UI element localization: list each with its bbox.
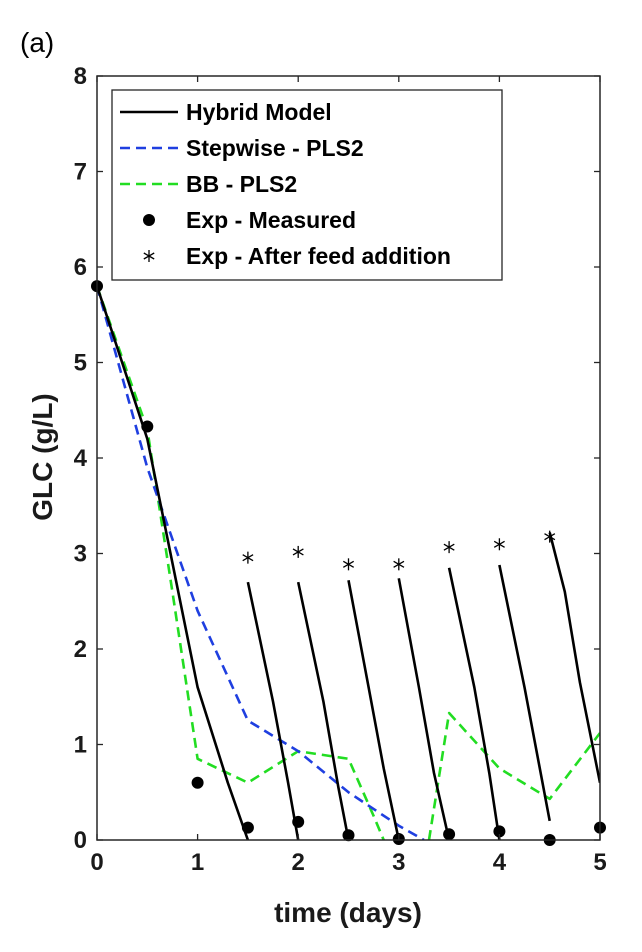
measured-point: [342, 829, 355, 842]
x-tick-label: 3: [392, 849, 405, 876]
legend-item-stepwise-pls2: Stepwise - PLS2: [120, 135, 364, 161]
legend-label: Exp - After feed addition: [186, 243, 451, 269]
series-stepwise-pls2: [97, 285, 425, 840]
y-tick-label: 1: [74, 732, 87, 759]
feed-addition-point: [342, 558, 355, 571]
y-tick-label: 4: [74, 445, 88, 472]
panel-label: (a): [20, 27, 54, 58]
y-tick-label: 0: [74, 827, 87, 854]
series-line-hybrid-model: [347, 579, 401, 840]
measured-point: [191, 776, 204, 789]
x-tick-label: 0: [90, 849, 103, 876]
legend-label: Hybrid Model: [186, 99, 332, 125]
legend-item-bb-pls2: BB - PLS2: [120, 171, 297, 197]
series-hybrid-model: [97, 285, 600, 840]
series-line-hybrid-model: [548, 532, 600, 783]
legend-item-exp-after-feed-addition: Exp - After feed addition: [143, 243, 451, 269]
measured-point: [292, 815, 305, 828]
series-line-stepwise-pls2: [97, 285, 425, 840]
measured-point: [443, 828, 456, 841]
measured-point: [141, 420, 154, 433]
x-tick-label: 1: [191, 849, 204, 876]
legend-label: BB - PLS2: [186, 171, 297, 197]
y-axis-title: GLC (g/L): [27, 393, 58, 521]
feed-addition-point: [544, 530, 556, 543]
series-line-hybrid-model: [498, 564, 551, 822]
legend: Hybrid Model Stepwise - PLS2 BB - PLS2 Exp …: [111, 89, 503, 281]
series-line-hybrid-model: [296, 581, 350, 840]
series-bb-pls2: [97, 285, 600, 840]
measured-point: [241, 821, 254, 834]
axes: 0 1 2 3 4 5 0 1 2 3 4 5 6 7 8: [74, 63, 607, 876]
feed-addition-point: [242, 551, 254, 564]
feed-addition-point: [443, 541, 455, 554]
legend-item-hybrid-model: Hybrid Model: [120, 99, 332, 125]
series-line-bb-pls2: [97, 285, 385, 840]
feed-addition-point: [393, 558, 405, 571]
x-tick-label: 4: [493, 849, 507, 876]
legend-swatch: [143, 214, 155, 226]
legend-label: Exp - Measured: [186, 207, 356, 233]
series-layer: [97, 285, 600, 840]
y-tick-label: 5: [74, 350, 87, 377]
x-tick-label: 5: [593, 849, 606, 876]
plot-area: [91, 280, 606, 846]
legend-label: Stepwise - PLS2: [186, 135, 364, 161]
series-line-hybrid-model: [246, 581, 300, 840]
y-tick-label: 6: [74, 254, 87, 281]
y-tick-label: 3: [74, 541, 87, 568]
y-tick-label: 7: [74, 159, 87, 186]
y-tick-label: 2: [74, 636, 87, 663]
feed-addition-point: [292, 545, 304, 558]
series-line-hybrid-model: [97, 285, 250, 840]
y-tick-label: 8: [74, 63, 87, 90]
series-line-bb-pls2: [427, 711, 600, 840]
x-tick-label: 2: [292, 849, 305, 876]
feed-addition-point: [493, 538, 505, 551]
series-line-hybrid-model: [397, 578, 451, 840]
x-axis-title: time (days): [274, 897, 422, 928]
legend-item-exp-measured: Exp - Measured: [143, 207, 356, 233]
legend-swatch: [143, 250, 155, 262]
measured-point: [493, 825, 506, 838]
markers-exp-after-feed-addition: [242, 530, 556, 571]
series-line-hybrid-model: [447, 567, 501, 840]
